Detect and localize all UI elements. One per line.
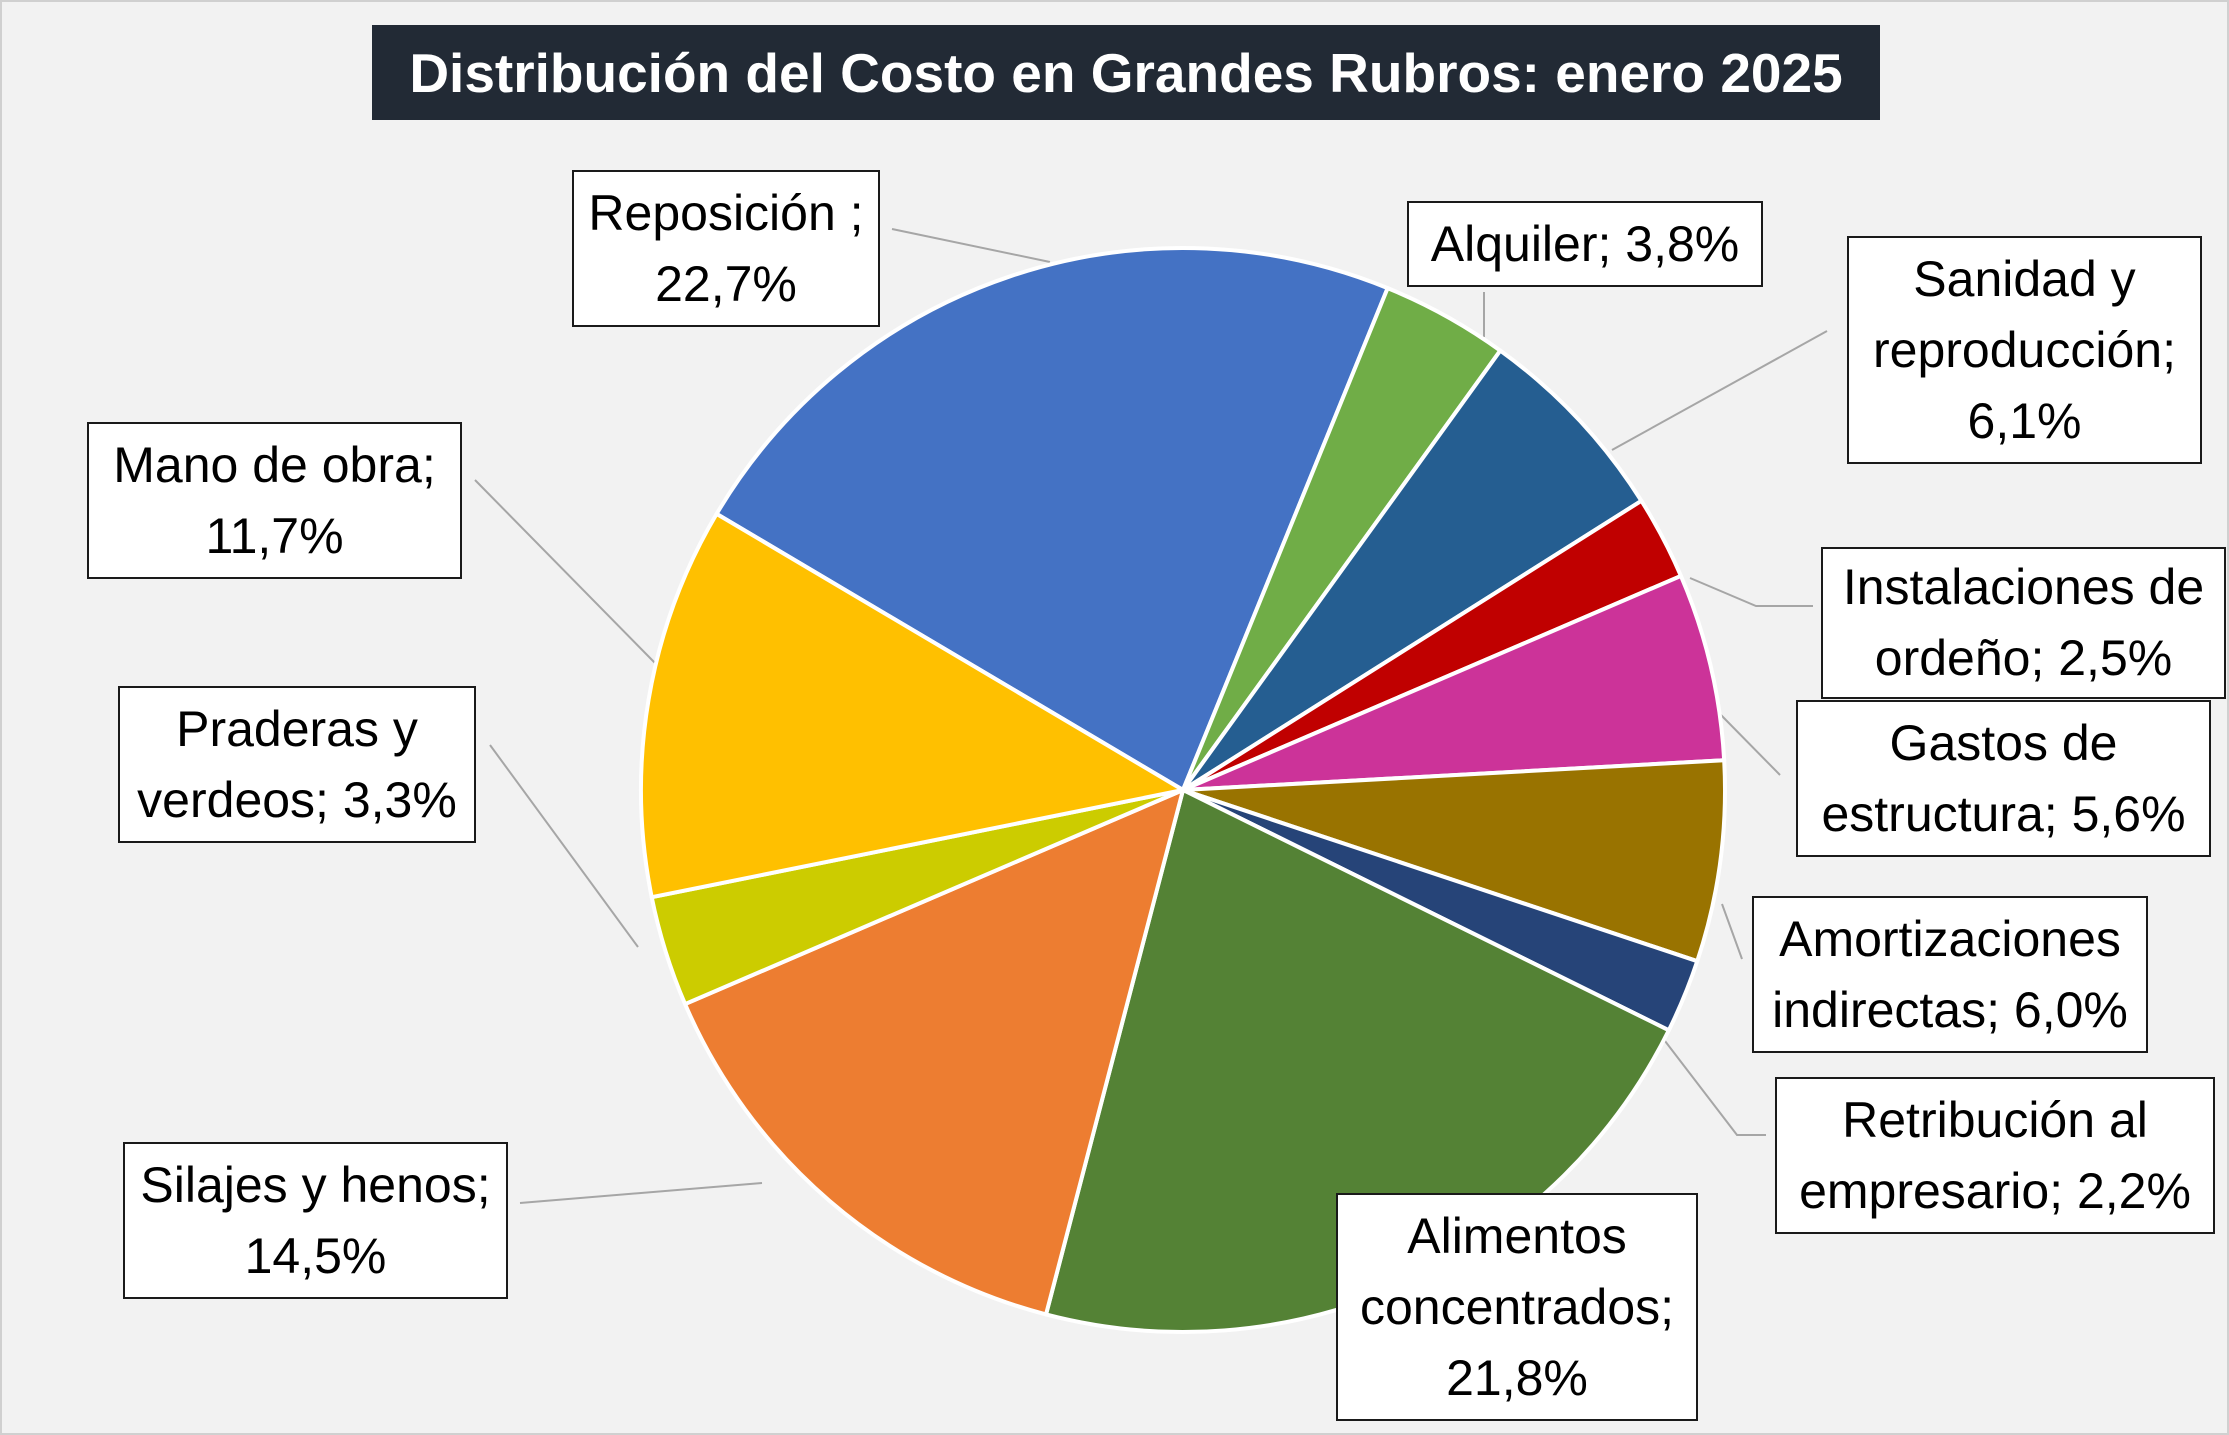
data-label-amortizaciones-indirectas: Amortizaciones indirectas; 6,0% bbox=[1752, 896, 2148, 1053]
data-label-line: verdeos; 3,3% bbox=[137, 771, 457, 828]
data-label-line: 6,1% bbox=[1967, 392, 2082, 449]
leader-line-praderas-y-verdeos bbox=[489, 744, 639, 948]
leader-line-amortizaciones-indirectas bbox=[1721, 903, 1743, 960]
leader-line-mano-de-obra bbox=[474, 479, 656, 664]
pie-slice-gastos-de-estructura bbox=[1181, 573, 1727, 792]
leader-line-reposicion bbox=[891, 228, 1051, 263]
data-label-silajes-y-henos: Silajes y henos; 14,5% bbox=[123, 1142, 508, 1299]
chart-title: Distribución del Costo en Grandes Rubros… bbox=[372, 25, 1880, 120]
data-label-praderas-y-verdeos: Praderas y verdeos; 3,3% bbox=[118, 686, 476, 843]
data-label-line: 22,7% bbox=[655, 255, 797, 312]
pie-slice-sanidad-y-reproduccion bbox=[1181, 348, 1644, 792]
data-label-line: Alquiler; 3,8% bbox=[1430, 215, 1740, 272]
pie-slice-amortizaciones-indirectas bbox=[1181, 758, 1727, 964]
data-label-line: reproducción; bbox=[1873, 321, 2176, 378]
pie-slice-silajes-y-henos bbox=[683, 788, 1185, 1317]
data-label-line: 11,7% bbox=[205, 507, 344, 564]
data-label-line: empresario; 2,2% bbox=[1799, 1162, 2191, 1219]
leader-line-silajes-y-henos bbox=[519, 1182, 763, 1204]
data-label-retribucion-al-empresario: Retribución al empresario; 2,2% bbox=[1775, 1077, 2215, 1234]
data-label-line: 14,5% bbox=[244, 1227, 387, 1284]
data-label-instalaciones-de-ordeno: Instalaciones de ordeño; 2,5% bbox=[1821, 547, 2226, 699]
pie-slice-mano-de-obra bbox=[639, 511, 1185, 900]
data-label-sanidad-y-reproduccion: Sanidad y reproducción; 6,1% bbox=[1847, 236, 2202, 464]
data-label-line: Reposición ; bbox=[588, 184, 864, 241]
data-label-alimentos-concentrados: Alimentos concentrados; 21,8% bbox=[1336, 1193, 1698, 1421]
leader-line-sanidad-y-reproduccion bbox=[1611, 330, 1828, 451]
data-label-reposicion: Reposición ; 22,7% bbox=[572, 170, 880, 327]
data-label-line: Mano de obra; bbox=[113, 436, 436, 493]
leader-line-instalaciones-de-ordeno bbox=[1689, 577, 1813, 607]
data-label-line: indirectas; 6,0% bbox=[1772, 981, 2128, 1038]
data-label-line: Praderas y bbox=[176, 700, 418, 757]
data-label-line: Amortizaciones bbox=[1779, 910, 2121, 967]
data-label-mano-de-obra: Mano de obra; 11,7% bbox=[87, 422, 462, 579]
leader-line-gastos-de-estructura bbox=[1719, 713, 1781, 776]
data-label-line: Silajes y henos; bbox=[140, 1156, 491, 1213]
leader-line-retribucion-al-empresario bbox=[1664, 1040, 1766, 1136]
data-label-alquiler: Alquiler; 3,8% bbox=[1407, 201, 1763, 287]
data-label-line: concentrados; bbox=[1359, 1278, 1675, 1335]
pie-slice-reposicion bbox=[714, 246, 1390, 792]
data-label-line: 21,8% bbox=[1446, 1349, 1588, 1406]
data-label-line: Instalaciones de bbox=[1842, 559, 2205, 615]
data-label-line: ordeño; 2,5% bbox=[1874, 630, 2173, 686]
data-label-line: Alimentos bbox=[1407, 1207, 1627, 1264]
data-label-line: Gastos de bbox=[1889, 714, 2118, 771]
data-label-gastos-de-estructura: Gastos de estructura; 5,6% bbox=[1796, 700, 2211, 857]
data-label-line: Retribución al bbox=[1842, 1091, 2148, 1148]
data-label-line: estructura; 5,6% bbox=[1821, 785, 2186, 842]
data-label-line: Sanidad y bbox=[1913, 250, 2136, 307]
